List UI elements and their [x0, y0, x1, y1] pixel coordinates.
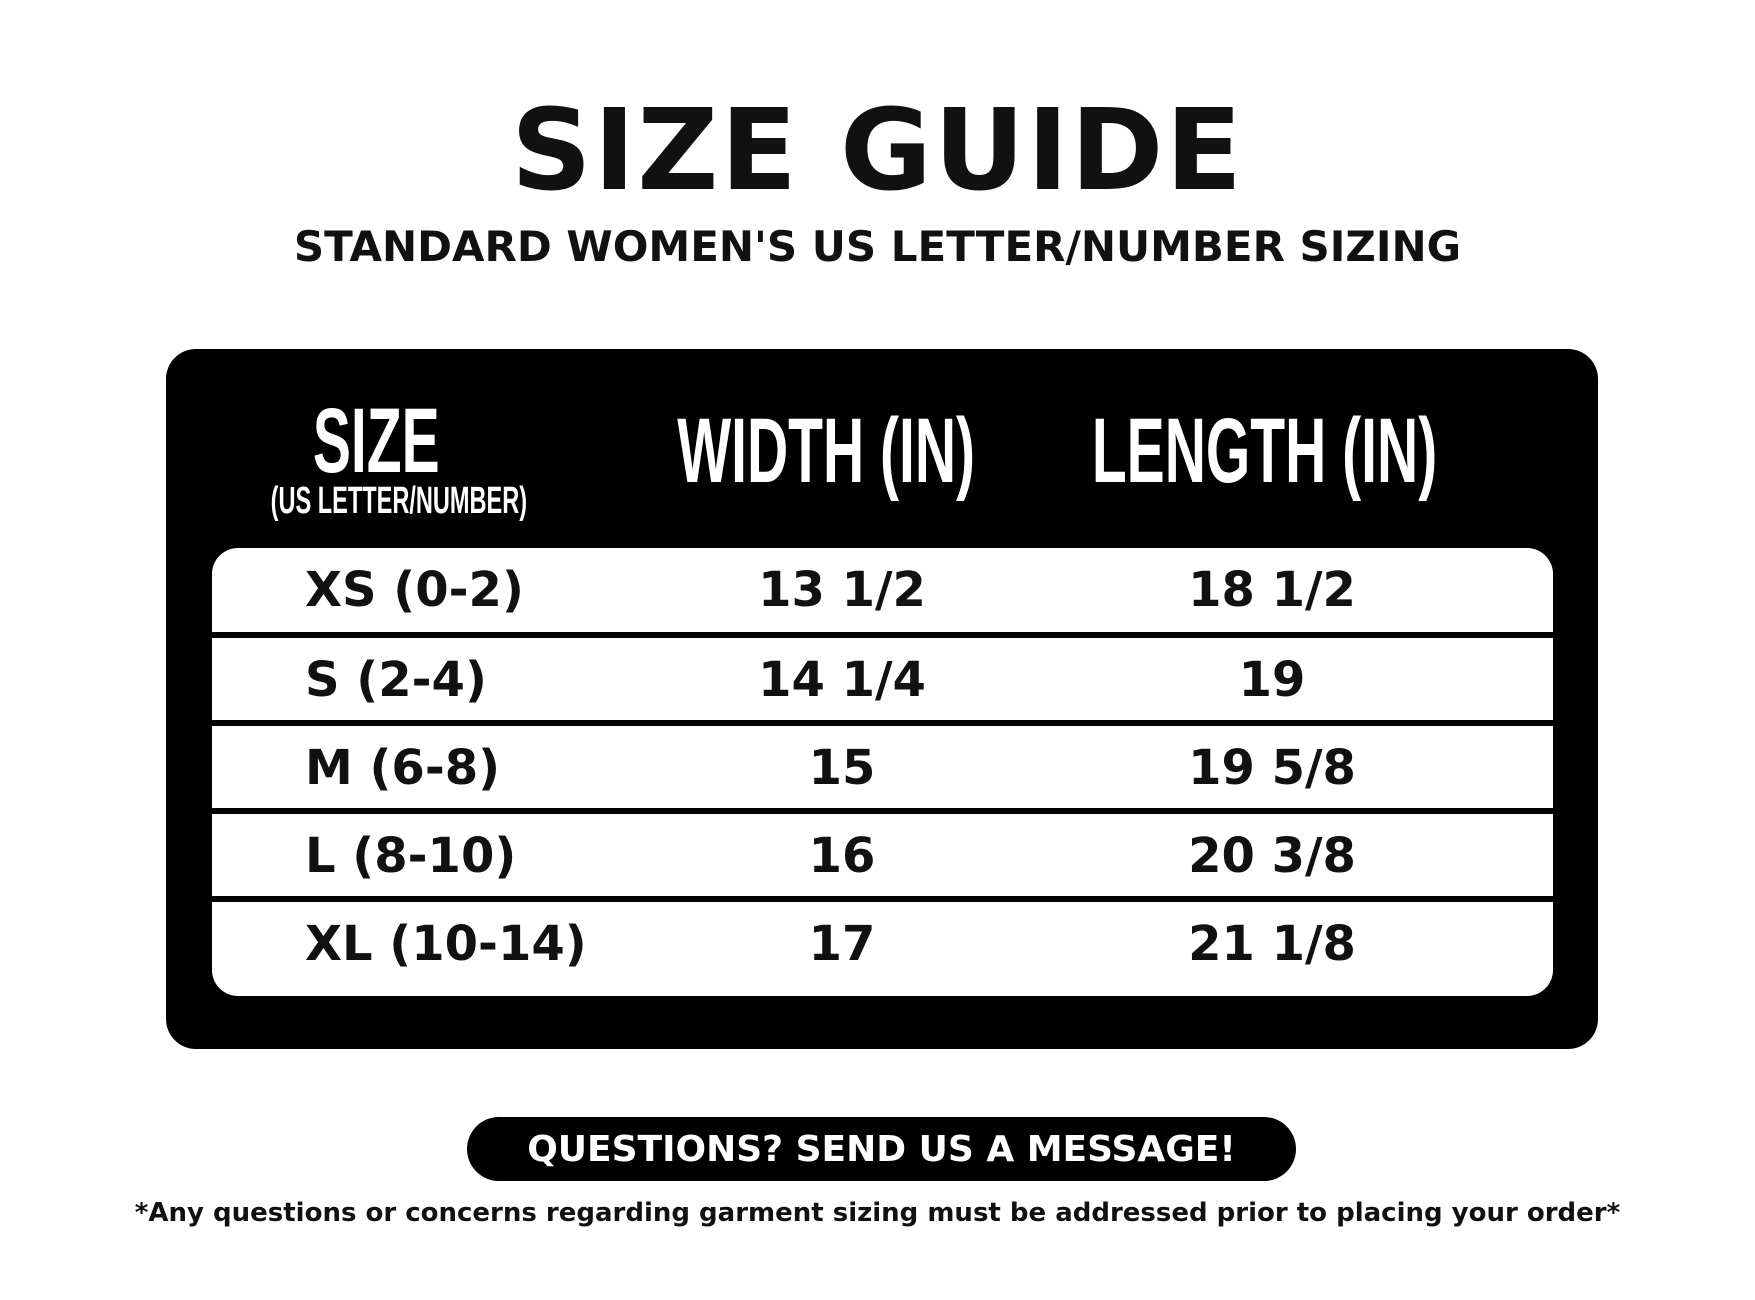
- table-row: XS (0-2) 13 1/2 18 1/2: [212, 548, 1553, 632]
- table-row: L (8-10) 16 20 3/8: [212, 808, 1553, 898]
- cell-width: 17: [808, 916, 876, 972]
- table-body: XS (0-2) 13 1/2 18 1/2 S (2-4) 14 1/4 19…: [212, 548, 1553, 996]
- table-row: S (2-4) 14 1/4 19: [212, 632, 1553, 722]
- table-row: XL (10-14) 17 21 1/8: [212, 896, 1553, 986]
- page-subtitle: STANDARD WOMEN'S US LETTER/NUMBER SIZING: [293, 222, 1462, 271]
- send-message-button[interactable]: QUESTIONS? SEND US A MESSAGE!: [467, 1117, 1296, 1181]
- cell-size: XL (10-14): [305, 916, 587, 972]
- size-table: SIZE (US LETTER/NUMBER) WIDTH (IN) LENGT…: [166, 349, 1598, 1049]
- cell-width: 14 1/4: [758, 652, 926, 708]
- table-row: M (6-8) 15 19 5/8: [212, 720, 1553, 810]
- cell-width: 15: [808, 740, 876, 796]
- cell-length: 19: [1238, 652, 1306, 708]
- cell-size: L (8-10): [305, 828, 517, 884]
- header-size-label: SIZE: [312, 390, 440, 492]
- cell-length: 19 5/8: [1188, 740, 1356, 796]
- cell-length: 20 3/8: [1188, 828, 1356, 884]
- header-width-label: WIDTH (IN): [677, 400, 976, 502]
- header-length-label: LENGTH (IN): [1091, 400, 1438, 502]
- cell-width: 16: [808, 828, 876, 884]
- cell-width: 13 1/2: [758, 562, 926, 618]
- cell-length: 21 1/8: [1188, 916, 1356, 972]
- cell-size: M (6-8): [305, 740, 501, 796]
- header-width: WIDTH (IN): [586, 399, 986, 504]
- cell-length: 18 1/2: [1188, 562, 1356, 618]
- cell-size: S (2-4): [305, 652, 487, 708]
- header-size: SIZE (US LETTER/NUMBER): [206, 389, 546, 523]
- page-title: SIZE GUIDE: [510, 86, 1245, 216]
- header-size-sublabel: (US LETTER/NUMBER): [270, 480, 528, 522]
- cell-size: XS (0-2): [305, 562, 524, 618]
- header-length: LENGTH (IN): [986, 399, 1446, 504]
- footnote: *Any questions or concerns regarding gar…: [134, 1198, 1621, 1228]
